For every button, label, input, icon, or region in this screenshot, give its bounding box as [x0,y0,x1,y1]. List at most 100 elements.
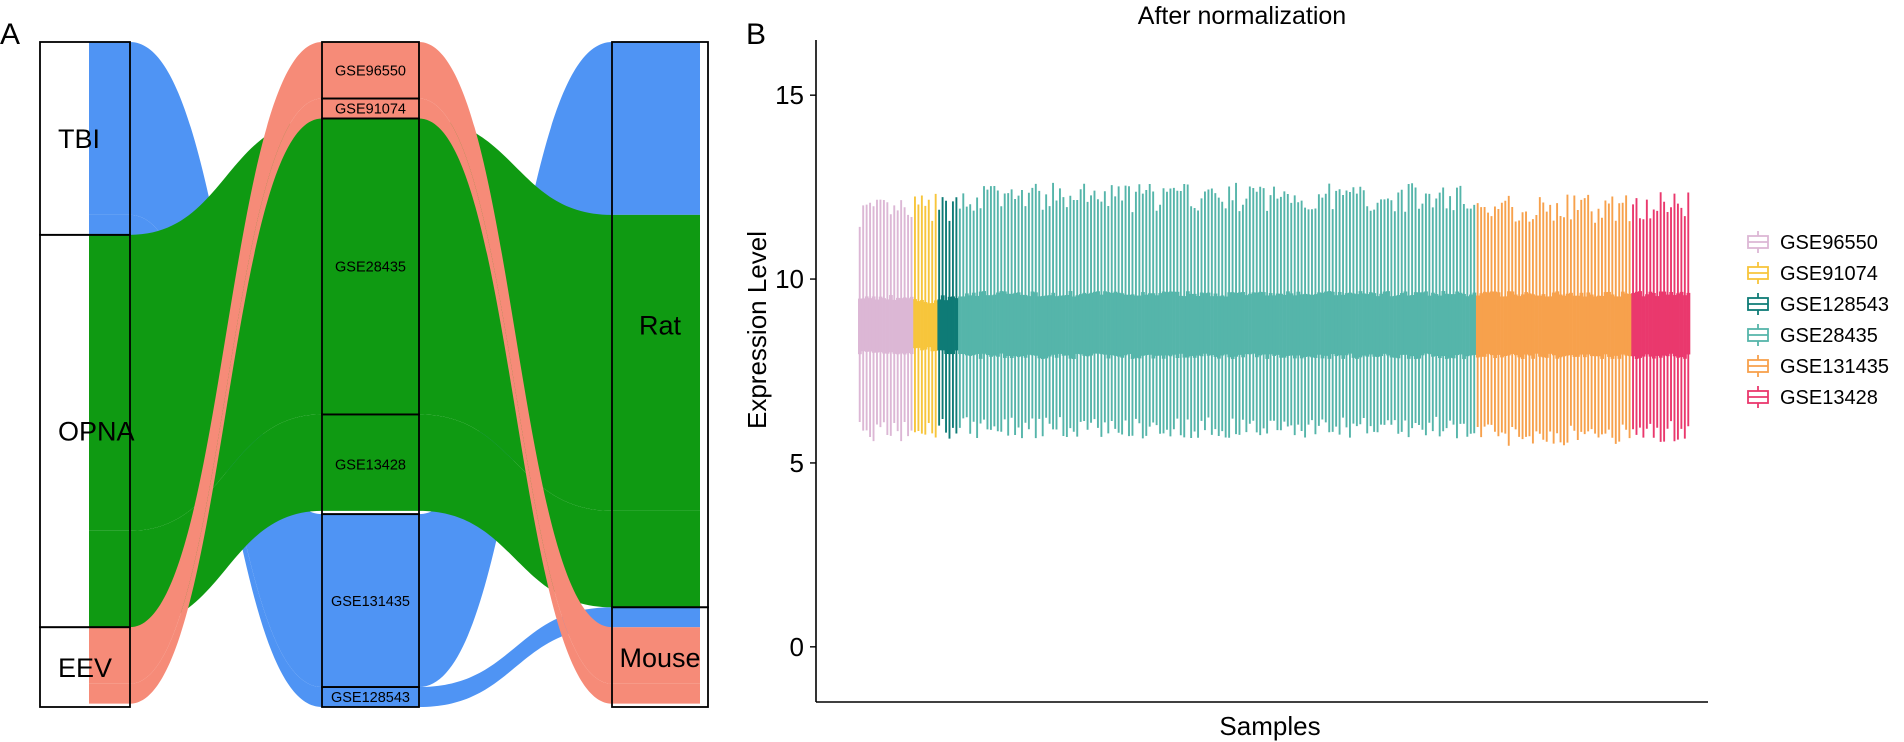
box [1520,294,1525,359]
box-group-gse131435 [1475,194,1632,446]
box [1444,293,1449,359]
box [1348,292,1352,354]
stratum-gse128543 [321,686,420,708]
box [1092,291,1097,354]
box [1662,291,1667,356]
alluvial-strata: TBI OPNA EEV GSE96550 GSE91074 GSE28435 GSE134… [39,41,709,708]
box [1103,291,1107,355]
box [1631,292,1636,357]
box [1199,292,1204,357]
box [1596,295,1601,357]
box [1292,295,1297,359]
boxplot-chart: After normalization 0 5 10 15 Expression Le… [742,2,1889,741]
box [1061,295,1066,356]
box [1351,293,1356,358]
legend-label: GSE13428 [1780,387,1878,409]
box [861,298,866,352]
box [927,303,931,348]
box [1448,294,1453,358]
box [1151,293,1156,359]
box [1437,295,1442,359]
box [1417,292,1422,359]
box [961,296,966,355]
box [947,296,952,355]
box [1355,294,1359,359]
box [1051,292,1056,355]
box [1655,296,1660,356]
box [1548,296,1553,354]
box [1652,293,1656,359]
legend-label: GSE131435 [1780,356,1889,378]
box [1279,293,1283,358]
box [1458,292,1463,355]
box [1251,292,1256,354]
box [1137,295,1142,359]
box [1403,291,1408,355]
box [1310,295,1315,358]
box [1524,292,1529,355]
box [1337,292,1342,356]
stratum-label-eev: EEV [58,653,112,683]
box [1500,296,1504,358]
box [1538,295,1542,357]
box [975,295,980,354]
box [906,298,911,354]
stratum-mouse [611,606,709,708]
y-tick-label: 10 [775,264,804,294]
box [1365,294,1370,357]
box [1344,293,1349,356]
box [1258,291,1263,356]
box [1034,292,1038,356]
box [1676,293,1680,358]
box [1545,296,1549,358]
box [868,298,873,352]
box [889,295,893,353]
box [954,298,959,351]
box [1127,294,1132,354]
box [1334,295,1339,357]
box [1313,294,1318,358]
box [1299,294,1304,359]
box [1147,293,1152,355]
box [1244,295,1249,355]
box [1272,295,1277,356]
box [1617,296,1622,359]
box [1330,291,1335,355]
box [1172,291,1176,355]
box [1493,291,1497,359]
box [1068,291,1073,359]
box [1603,292,1608,355]
box [978,291,983,359]
box [1362,293,1366,356]
box [1265,295,1270,359]
box [1075,295,1080,354]
box [1427,295,1432,355]
box-group-gse13428 [1631,192,1691,442]
stratum-label-mouse: Mouse [619,643,700,673]
box [1527,293,1532,356]
box [1327,291,1332,359]
box [1134,295,1138,358]
box [1469,294,1473,356]
box [1303,293,1308,357]
box [1431,292,1435,357]
box [1324,291,1328,356]
box [864,296,869,352]
box [1234,292,1239,357]
box [1141,292,1145,356]
alluvial-flows [89,42,700,707]
box [1168,291,1173,357]
box [1182,296,1187,358]
box-group-gse91074 [913,193,938,438]
box [1241,292,1245,358]
box [1013,292,1018,357]
box [895,297,900,355]
box [1600,295,1604,359]
box [1683,295,1687,359]
box [1206,292,1211,356]
box [1220,295,1225,356]
box-marks [858,182,1691,446]
box [1009,293,1014,359]
box [1479,293,1484,357]
box [958,296,962,355]
